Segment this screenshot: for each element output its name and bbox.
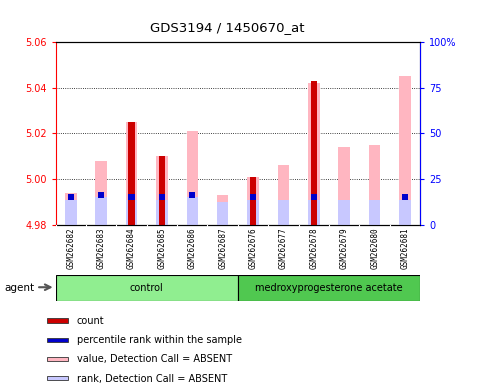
Bar bbox=[399, 200, 411, 225]
Text: GSM262681: GSM262681 bbox=[400, 227, 410, 269]
Bar bbox=[126, 200, 137, 225]
Text: rank, Detection Call = ABSENT: rank, Detection Call = ABSENT bbox=[77, 374, 227, 384]
Bar bbox=[95, 161, 107, 225]
Bar bbox=[311, 194, 317, 200]
Bar bbox=[47, 338, 68, 342]
Text: GSM262685: GSM262685 bbox=[157, 227, 167, 269]
Bar bbox=[156, 200, 168, 225]
Bar bbox=[250, 194, 256, 200]
Bar bbox=[250, 177, 256, 225]
Text: GDS3194 / 1450670_at: GDS3194 / 1450670_at bbox=[150, 21, 304, 34]
Bar bbox=[159, 194, 165, 200]
Bar bbox=[95, 197, 107, 225]
Text: GSM262687: GSM262687 bbox=[218, 227, 227, 269]
Text: GSM262678: GSM262678 bbox=[309, 227, 318, 269]
Bar bbox=[399, 76, 411, 225]
Bar bbox=[311, 81, 317, 225]
Bar bbox=[68, 194, 74, 200]
Text: percentile rank within the sample: percentile rank within the sample bbox=[77, 335, 241, 345]
Bar bbox=[128, 122, 135, 225]
Bar bbox=[47, 357, 68, 361]
Text: GSM262686: GSM262686 bbox=[188, 227, 197, 269]
Bar bbox=[65, 200, 76, 225]
Text: GSM262682: GSM262682 bbox=[66, 227, 75, 269]
Bar bbox=[217, 202, 228, 225]
Bar bbox=[186, 197, 198, 225]
Bar bbox=[369, 145, 381, 225]
Bar bbox=[339, 200, 350, 225]
Bar bbox=[47, 318, 68, 323]
Bar bbox=[98, 192, 104, 198]
Text: value, Detection Call = ABSENT: value, Detection Call = ABSENT bbox=[77, 354, 232, 364]
Bar bbox=[369, 200, 381, 225]
Bar bbox=[47, 376, 68, 380]
Bar bbox=[56, 275, 238, 301]
Bar bbox=[278, 200, 289, 225]
Text: agent: agent bbox=[5, 283, 35, 293]
Bar bbox=[402, 194, 408, 200]
Text: GSM262680: GSM262680 bbox=[370, 227, 379, 269]
Text: GSM262676: GSM262676 bbox=[249, 227, 257, 269]
Bar bbox=[217, 195, 228, 225]
Text: GSM262683: GSM262683 bbox=[97, 227, 106, 269]
Bar bbox=[65, 193, 76, 225]
Bar bbox=[247, 200, 259, 225]
Bar bbox=[238, 275, 420, 301]
Bar bbox=[186, 131, 198, 225]
Bar bbox=[308, 200, 320, 225]
Text: GSM262677: GSM262677 bbox=[279, 227, 288, 269]
Bar bbox=[308, 83, 320, 225]
Bar bbox=[339, 147, 350, 225]
Bar bbox=[247, 177, 259, 225]
Text: control: control bbox=[130, 283, 164, 293]
Text: medroxyprogesterone acetate: medroxyprogesterone acetate bbox=[255, 283, 403, 293]
Text: GSM262679: GSM262679 bbox=[340, 227, 349, 269]
Bar bbox=[189, 192, 195, 198]
Bar bbox=[159, 156, 165, 225]
Bar bbox=[156, 156, 168, 225]
Text: GSM262684: GSM262684 bbox=[127, 227, 136, 269]
Bar bbox=[128, 194, 135, 200]
Text: count: count bbox=[77, 316, 104, 326]
Bar bbox=[278, 166, 289, 225]
Bar bbox=[126, 122, 137, 225]
